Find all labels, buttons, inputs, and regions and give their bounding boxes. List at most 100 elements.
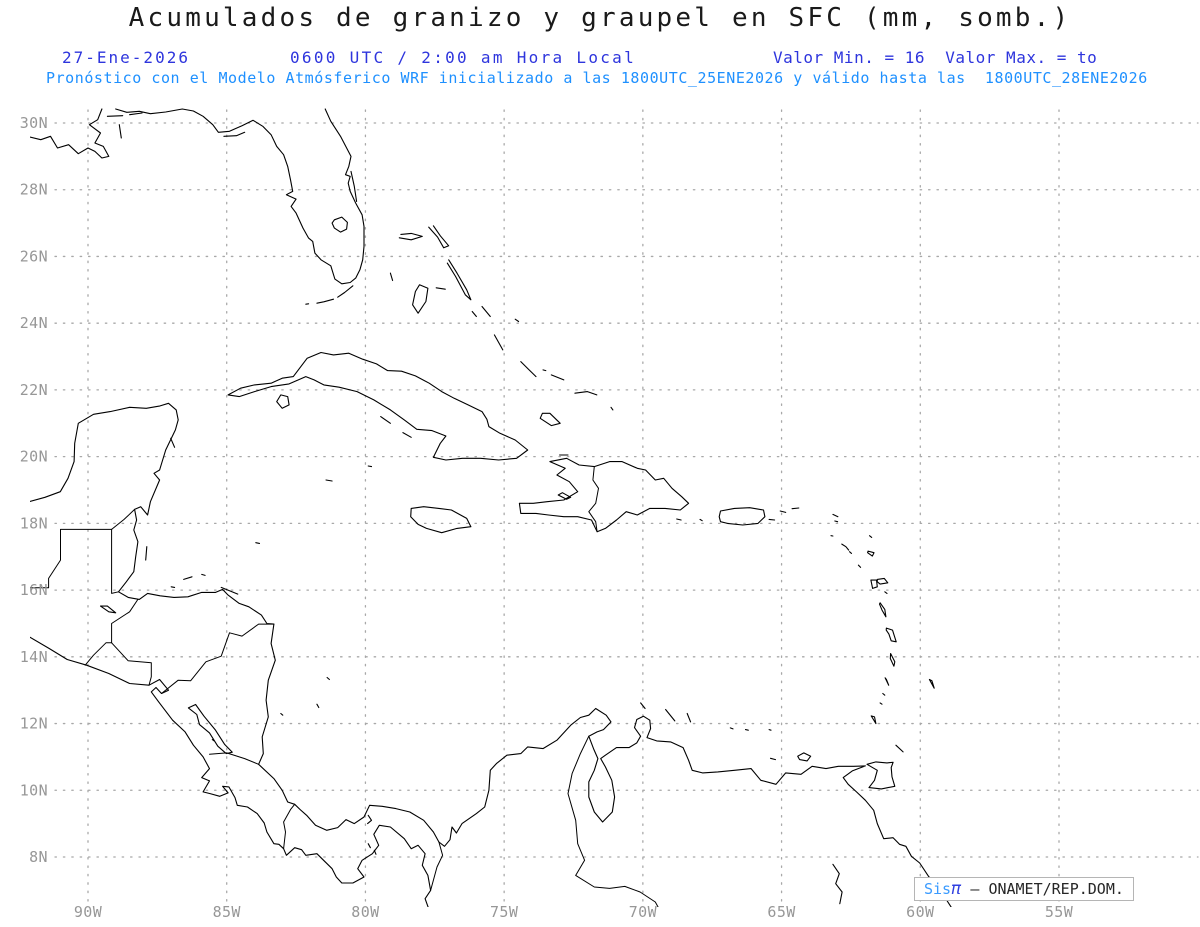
coast-florida-keys-lower bbox=[316, 298, 335, 304]
coast-cuba bbox=[227, 351, 529, 461]
coast-pearl-islands-2 bbox=[373, 849, 377, 855]
coast-plana-cays bbox=[542, 369, 547, 372]
grid-lines bbox=[54, 109, 1199, 906]
coast-caribbean-mainland-coast bbox=[30, 402, 952, 907]
lat-label: 14N bbox=[20, 648, 48, 666]
coast-roatan bbox=[183, 576, 193, 580]
coast-gatun-lake bbox=[367, 814, 373, 825]
coast-apalachicola-barrier bbox=[223, 131, 246, 137]
coast-gonave bbox=[557, 492, 572, 500]
coast-new-providence bbox=[435, 287, 446, 290]
coast-isla-juventud bbox=[276, 394, 290, 409]
lon-label: 65W bbox=[767, 903, 796, 921]
lat-label: 12N bbox=[20, 715, 48, 733]
coastlines bbox=[30, 108, 952, 907]
border-nicaragua-costarica bbox=[209, 752, 260, 765]
lat-label: 8N bbox=[29, 848, 48, 866]
coast-corn-islands bbox=[280, 712, 284, 716]
border-panama-colombia bbox=[430, 841, 444, 891]
coast-abaco bbox=[428, 225, 450, 249]
minmax-values-label: Valor Min. = 16 Valor Max. = to bbox=[773, 48, 1098, 67]
coast-eleuthera bbox=[446, 259, 472, 301]
coast-virgin-islands-1 bbox=[779, 510, 787, 513]
coast-lake-nicaragua bbox=[187, 703, 233, 755]
coast-exuma-cays bbox=[471, 310, 477, 318]
border-mexico-guatemala bbox=[30, 528, 113, 589]
axis-labels: 30N 28N 26N 24N 22N 20N 18N 16N 14N 12N 10N 8N 90W 85… bbox=[20, 114, 1074, 921]
pi-icon: π bbox=[951, 879, 962, 899]
coast-bimini bbox=[389, 272, 394, 282]
coast-caicos bbox=[574, 391, 598, 396]
branding-sis-label: Sis bbox=[924, 880, 952, 898]
coast-andros bbox=[412, 284, 429, 314]
lon-label: 60W bbox=[906, 903, 935, 921]
coast-antigua bbox=[867, 550, 875, 557]
lat-label: 22N bbox=[20, 381, 48, 399]
coast-ometepe bbox=[211, 739, 215, 742]
coast-providencia bbox=[326, 676, 330, 681]
coast-st-lucia bbox=[889, 652, 896, 667]
lat-label: 30N bbox=[20, 114, 48, 132]
coast-jardines-keys-1 bbox=[380, 416, 391, 424]
border-costarica-panama bbox=[283, 803, 296, 850]
coast-san-salvador bbox=[514, 318, 520, 323]
coast-martinique bbox=[885, 627, 897, 643]
coast-puerto-rico bbox=[718, 507, 766, 526]
valid-time-label: 0600 UTC / 2:00 am Hora Local bbox=[290, 48, 637, 67]
branding-dash: – bbox=[961, 880, 989, 898]
coast-utila bbox=[170, 586, 176, 588]
coast-guanaja bbox=[201, 573, 206, 576]
coast-bonaire bbox=[686, 712, 692, 723]
border-haiti-dominicanrep bbox=[588, 466, 599, 533]
lat-label: 18N bbox=[20, 514, 48, 532]
coast-dominica bbox=[878, 602, 887, 618]
coast-curacao bbox=[665, 708, 676, 722]
coast-los-roques-2 bbox=[744, 729, 749, 731]
coast-montserrat bbox=[857, 564, 862, 568]
coast-cozumel bbox=[170, 437, 176, 448]
lon-label: 75W bbox=[490, 903, 519, 921]
coast-louisiana-coast bbox=[30, 108, 110, 159]
coast-aruba bbox=[640, 702, 646, 710]
lon-label: 85W bbox=[213, 903, 242, 921]
coast-pacific-coast bbox=[30, 636, 432, 907]
branding-box: Sisπ – ONAMET/REP.DOM. bbox=[914, 877, 1134, 901]
coast-guadeloupe-basse-terre bbox=[870, 579, 878, 589]
lat-label: 24N bbox=[20, 314, 48, 332]
coast-crooked-acklins bbox=[520, 361, 537, 378]
coast-barbados bbox=[928, 678, 935, 689]
coast-hispaniola bbox=[518, 457, 690, 533]
valid-date-label: 27-Ene-2026 bbox=[62, 48, 190, 67]
lat-label: 28N bbox=[20, 181, 48, 199]
lat-label: 26N bbox=[20, 247, 48, 265]
lon-label: 55W bbox=[1045, 903, 1074, 921]
coast-margarita bbox=[797, 752, 812, 762]
border-colombia-venezuela bbox=[567, 735, 659, 907]
coast-cayman-brac bbox=[367, 465, 373, 468]
border-belize-mexico bbox=[111, 508, 136, 530]
coast-grand-turk bbox=[610, 406, 614, 411]
coast-lake-izabal bbox=[99, 605, 117, 614]
coast-mona bbox=[699, 518, 703, 522]
coast-great-inagua bbox=[539, 412, 561, 427]
coast-la-tortuga bbox=[769, 757, 777, 761]
coast-pearl-islands-1 bbox=[367, 843, 371, 849]
coast-mississippi-sound-islands-2 bbox=[129, 112, 143, 116]
border-belize-guatemala bbox=[111, 528, 119, 594]
lon-label: 80W bbox=[351, 903, 380, 921]
lat-label: 10N bbox=[20, 781, 48, 799]
coast-lake-okeechobee bbox=[331, 216, 348, 233]
branding-org-label: ONAMET/REP.DOM. bbox=[988, 880, 1124, 898]
coast-jamaica bbox=[410, 506, 472, 534]
coast-trinidad bbox=[866, 761, 896, 790]
coast-guadeloupe-grande-terre bbox=[876, 577, 889, 585]
border-elsalvador-honduras bbox=[111, 642, 152, 686]
coast-indian-river-lagoon bbox=[350, 170, 358, 202]
coast-barbuda bbox=[868, 535, 873, 538]
coast-mississippi-sound-islands bbox=[106, 115, 124, 117]
coast-los-roques-1 bbox=[729, 727, 734, 730]
coast-st-kitts bbox=[841, 543, 850, 551]
border-honduras-nicaragua bbox=[161, 623, 275, 694]
